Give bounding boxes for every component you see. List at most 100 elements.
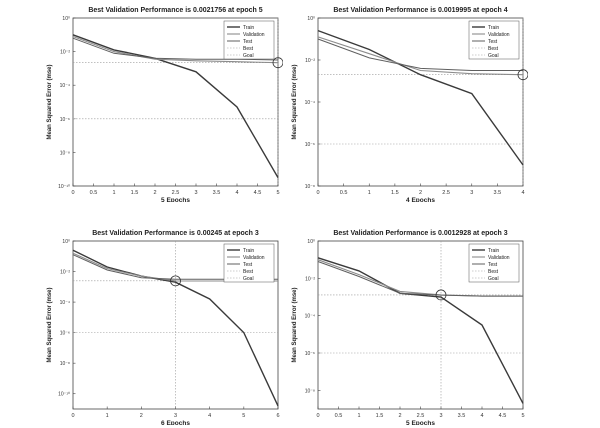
x-tick-label: 2 xyxy=(419,190,422,196)
x-axis-label: 6 Epochs xyxy=(161,420,190,425)
y-tick-label: 10⁻⁴ xyxy=(60,83,70,89)
x-tick-label: 0 xyxy=(71,413,74,419)
y-tick-label: 10⁻⁴ xyxy=(60,300,70,306)
x-tick-label: 1 xyxy=(112,190,115,196)
chart-panel-epoch-3-b: Best Validation Performance is 0.0012928… xyxy=(292,230,525,425)
x-tick-label: 1 xyxy=(106,413,109,419)
y-tick-label: 10⁻⁶ xyxy=(60,117,70,123)
x-tick-label: 4 xyxy=(521,190,524,196)
y-tick-label: 10⁻⁸ xyxy=(60,361,70,367)
y-tick-label: 10⁻⁶ xyxy=(305,351,315,357)
chart-panel-epoch-3-a: Best Validation Performance is 0.00245 a… xyxy=(47,230,280,425)
x-tick-label: 3 xyxy=(470,190,473,196)
x-tick-label: 3 xyxy=(174,413,177,419)
x-tick-label: 0 xyxy=(71,190,74,196)
x-tick-label: 3.5 xyxy=(494,190,502,196)
y-tick-label: 10⁻¹⁰ xyxy=(58,184,70,190)
series-line-train xyxy=(317,257,524,404)
y-tick-label: 10⁻⁴ xyxy=(305,100,315,106)
legend-label-train: Train xyxy=(243,248,254,254)
legend-label-best: Best xyxy=(488,46,499,52)
y-tick-label: 10⁻⁸ xyxy=(305,184,315,190)
series-line-train xyxy=(72,34,279,178)
y-tick-label: 10⁻¹⁰ xyxy=(58,392,70,398)
x-tick-label: 0.5 xyxy=(90,190,98,196)
x-tick-label: 4.5 xyxy=(499,413,507,419)
x-tick-label: 4 xyxy=(480,413,483,419)
y-tick-label: 10⁻⁴ xyxy=(305,314,315,320)
chart-title: Best Validation Performance is 0.0012928… xyxy=(333,230,507,237)
x-tick-label: 3 xyxy=(439,413,442,419)
legend-label-train: Train xyxy=(243,25,254,31)
x-tick-label: 2 xyxy=(153,190,156,196)
y-tick-label: 10⁰ xyxy=(307,239,315,245)
chart-panel-epoch-4: Best Validation Performance is 0.0019995… xyxy=(292,7,528,202)
x-tick-label: 5 xyxy=(521,413,524,419)
legend-label-validation: Validation xyxy=(488,255,510,261)
y-axis-label: Mean Squared Error (mse) xyxy=(292,64,298,139)
legend-label-best: Best xyxy=(488,269,499,275)
series-line-test xyxy=(317,261,523,297)
x-tick-label: 5 xyxy=(276,190,279,196)
y-tick-label: 10⁰ xyxy=(307,16,315,22)
legend-label-goal: Goal xyxy=(488,53,499,59)
chart-title: Best Validation Performance is 0.00245 a… xyxy=(92,230,259,237)
x-tick-label: 0.5 xyxy=(335,413,343,419)
x-tick-label: 2 xyxy=(140,413,143,419)
series-line-test xyxy=(72,37,279,61)
y-axis-label: Mean Squared Error (mse) xyxy=(47,287,53,362)
legend-label-train: Train xyxy=(488,25,499,31)
best-marker xyxy=(272,57,283,69)
y-tick-label: 10⁰ xyxy=(62,16,70,22)
x-tick-label: 0 xyxy=(316,190,319,196)
x-tick-label: 2.5 xyxy=(172,190,180,196)
legend-box xyxy=(468,243,520,283)
x-tick-label: 4.5 xyxy=(254,190,262,196)
series-line-train xyxy=(72,249,279,407)
legend-label-train: Train xyxy=(488,248,499,254)
legend-label-validation: Validation xyxy=(243,32,265,38)
legend-label-test: Test xyxy=(243,39,253,45)
legend-label-test: Test xyxy=(243,262,253,268)
y-tick-label: 10⁻² xyxy=(60,50,70,56)
x-tick-label: 1 xyxy=(368,190,371,196)
y-tick-label: 10⁻² xyxy=(60,270,70,276)
x-axis-label: 5 Epochs xyxy=(406,420,435,425)
series-line-validation xyxy=(72,35,279,64)
series-line-validation xyxy=(317,36,524,76)
y-axis-label: Mean Squared Error (mse) xyxy=(292,287,298,362)
x-axis-label: 4 Epochs xyxy=(406,197,435,202)
y-tick-label: 10⁻⁶ xyxy=(60,331,70,337)
chart-title: Best Validation Performance is 0.0021756… xyxy=(88,7,262,14)
best-marker xyxy=(517,69,528,81)
chart-title: Best Validation Performance is 0.0019995… xyxy=(333,7,507,14)
x-tick-label: 2 xyxy=(398,413,401,419)
legend-label-goal: Goal xyxy=(243,53,254,59)
x-tick-label: 3.5 xyxy=(458,413,466,419)
x-tick-label: 3.5 xyxy=(213,190,221,196)
x-tick-label: 4 xyxy=(235,190,238,196)
x-tick-label: 6 xyxy=(276,413,279,419)
x-tick-label: 0 xyxy=(316,413,319,419)
series-line-test xyxy=(317,38,523,71)
x-tick-label: 1.5 xyxy=(391,190,399,196)
y-tick-label: 10⁰ xyxy=(62,239,70,245)
legend-label-best: Best xyxy=(243,269,254,275)
y-axis-label: Mean Squared Error (mse) xyxy=(47,64,53,139)
x-axis-label: 5 Epochs xyxy=(161,197,190,202)
chart-panel-epoch-5: Best Validation Performance is 0.0021756… xyxy=(47,7,283,202)
legend-label-validation: Validation xyxy=(243,255,265,261)
y-tick-label: 10⁻² xyxy=(305,58,315,64)
x-tick-label: 2.5 xyxy=(417,413,425,419)
x-tick-label: 2.5 xyxy=(442,190,450,196)
x-tick-label: 0.5 xyxy=(340,190,348,196)
legend-label-test: Test xyxy=(488,262,498,268)
best-marker xyxy=(435,289,447,301)
x-tick-label: 1.5 xyxy=(131,190,139,196)
legend-label-validation: Validation xyxy=(488,32,510,38)
x-tick-label: 4 xyxy=(208,413,211,419)
y-tick-label: 10⁻⁸ xyxy=(305,388,315,394)
legend-label-goal: Goal xyxy=(243,276,254,282)
y-tick-label: 10⁻⁸ xyxy=(60,150,70,156)
